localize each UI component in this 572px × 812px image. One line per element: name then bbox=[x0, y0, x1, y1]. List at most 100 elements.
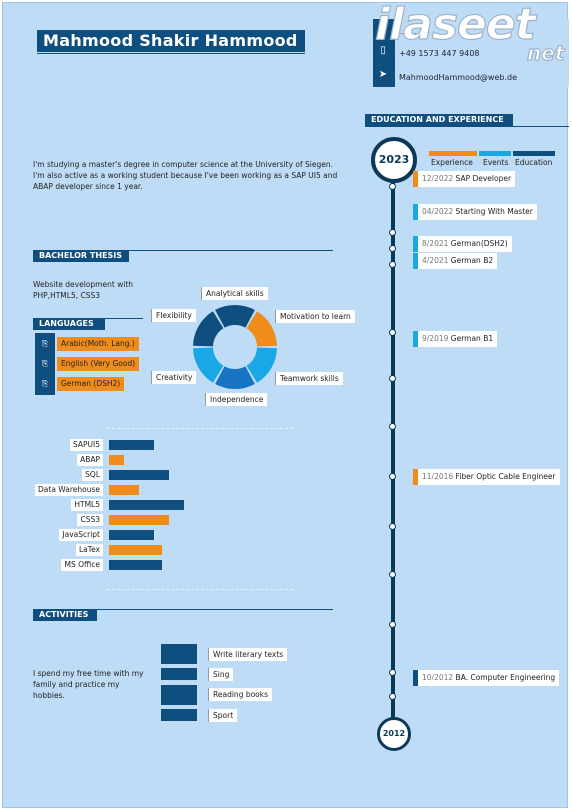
timeline-dot bbox=[389, 329, 396, 336]
legend-bar-events bbox=[479, 151, 511, 156]
contact-panel-inner bbox=[395, 19, 569, 87]
timeline-event: 04/2022 Starting With Master bbox=[418, 204, 537, 220]
language-icon: ⎘ bbox=[35, 356, 55, 372]
timeline-event-date: 04/2022 bbox=[422, 207, 456, 216]
timeline-event-marker bbox=[413, 469, 418, 485]
contact-email[interactable]: MahmoodHammood@web.de bbox=[399, 73, 517, 82]
skill-label: SQL bbox=[82, 469, 103, 481]
timeline-event-date: 8/2021 bbox=[422, 239, 451, 248]
thesis-rule bbox=[33, 250, 333, 251]
timeline-year-end: 2012 bbox=[377, 717, 411, 751]
soft-skill-label: Teamwork skills bbox=[275, 372, 343, 385]
watermark-logo-suffix: net bbox=[526, 40, 565, 65]
timeline-event-title: German B1 bbox=[450, 334, 494, 343]
legend-label: Experience bbox=[431, 158, 473, 167]
timeline-event: 12/2022 SAP Developer bbox=[418, 171, 516, 187]
timeline-dot bbox=[389, 229, 396, 236]
language-label: English (Very Good) bbox=[57, 357, 140, 371]
timeline-event-marker bbox=[413, 670, 418, 686]
language-label: Arabic(Moth. Lang.) bbox=[57, 337, 139, 351]
thesis-text: Website development with PHP,HTML5, CSS3 bbox=[33, 280, 134, 300]
activity-label: Sport bbox=[208, 709, 238, 722]
timeline-dot bbox=[389, 375, 396, 382]
timeline-title: EDUCATION AND EXPERIENCE bbox=[365, 114, 513, 126]
soft-skill-label: Independence bbox=[205, 393, 268, 406]
skills-chart: SAPUI5 ABAP SQL Data Warehouse HTML5 CSS3 Java… bbox=[23, 439, 203, 575]
timeline-axis bbox=[391, 153, 395, 733]
language-icon: ⎘ bbox=[35, 336, 55, 352]
timeline-dot bbox=[389, 523, 396, 530]
timeline-event: 8/2021 German(DSH2) bbox=[418, 236, 512, 252]
skill-label: CSS3 bbox=[77, 514, 103, 526]
contact-address: ... ... 56 bbox=[399, 27, 430, 36]
separator bbox=[107, 589, 293, 590]
timeline-dot bbox=[389, 621, 396, 628]
timeline-event-marker bbox=[413, 253, 418, 269]
skill-label: JavaScript bbox=[59, 529, 103, 541]
skill-bar bbox=[109, 485, 139, 495]
skill-label: ABAP bbox=[77, 454, 103, 466]
soft-skill-label: Motivation to learn bbox=[275, 310, 355, 323]
timeline-year-start: 2023 bbox=[371, 137, 417, 183]
skill-bar bbox=[109, 515, 169, 525]
timeline-dot bbox=[389, 669, 396, 676]
watermark-logo: ilaseet bbox=[374, 0, 536, 51]
timeline-event-title: SAP Developer bbox=[455, 174, 512, 183]
separator bbox=[107, 428, 293, 429]
name-underline bbox=[37, 53, 305, 54]
soft-skill-label: Creativity bbox=[151, 371, 197, 384]
skill-bar bbox=[109, 440, 154, 450]
cv-name: Mahmood Shakir Hammood bbox=[37, 30, 305, 52]
language-label: German (DSH2) bbox=[57, 377, 125, 391]
soft-skill-label: Flexibility bbox=[151, 309, 196, 322]
timeline-event: 11/2016 Fiber Optic Cable Engineer bbox=[418, 469, 560, 485]
timeline-event-date: 12/2022 bbox=[422, 174, 456, 183]
skill-label: MS Office bbox=[61, 559, 103, 571]
activity-block bbox=[161, 668, 197, 680]
timeline-event-title: Starting With Master bbox=[455, 207, 533, 216]
soft-skills-donut bbox=[193, 305, 277, 389]
activity-block bbox=[161, 644, 197, 664]
activity-label: Reading books bbox=[208, 688, 273, 701]
donut-segment bbox=[215, 366, 255, 389]
activities-text: I spend my free time with my family and … bbox=[33, 669, 144, 700]
donut-segment bbox=[193, 347, 224, 383]
activities-title: ACTIVITIES bbox=[33, 609, 97, 621]
contact-phone: +49 1573 447 9408 bbox=[399, 49, 480, 58]
skill-label: LaTex bbox=[75, 544, 103, 556]
timeline-event-date: 9/2019 bbox=[422, 334, 451, 343]
timeline-event-marker bbox=[413, 236, 418, 252]
timeline-dot bbox=[389, 473, 396, 480]
language-icon: ⎘ bbox=[35, 376, 55, 392]
timeline-event-marker bbox=[413, 331, 418, 347]
skill-bar bbox=[109, 560, 162, 570]
activities-rule bbox=[33, 609, 333, 610]
skill-label: Data Warehouse bbox=[35, 484, 103, 496]
timeline-event-marker bbox=[413, 171, 418, 187]
timeline-dot bbox=[389, 183, 396, 190]
timeline-event-title: BA. Computer Engineering bbox=[455, 673, 556, 682]
skill-label: SAPUI5 bbox=[69, 439, 103, 451]
timeline-event-date: 11/2016 bbox=[422, 472, 456, 481]
activity-block bbox=[161, 685, 197, 705]
activity-label: Sing bbox=[208, 668, 234, 681]
languages-rule bbox=[33, 318, 143, 319]
home-icon: ⌂ bbox=[379, 23, 387, 34]
intro-text: I'm studying a master's degree in comput… bbox=[33, 160, 338, 191]
skill-bar bbox=[109, 470, 169, 480]
timeline-event-title: Fiber Optic Cable Engineer bbox=[455, 472, 556, 481]
thesis-title: BACHELOR THESIS bbox=[33, 250, 129, 262]
timeline-rule bbox=[365, 126, 569, 127]
phone-icon: ▯ bbox=[380, 45, 386, 56]
skill-bar bbox=[109, 530, 154, 540]
legend-bar-education bbox=[513, 151, 555, 156]
legend-label: Education bbox=[515, 158, 553, 167]
soft-skill-label: Analytical skills bbox=[201, 287, 268, 300]
donut-segment bbox=[246, 311, 277, 347]
legend-bar-experience bbox=[429, 151, 477, 156]
languages-title: LANGUAGES bbox=[33, 318, 105, 330]
timeline-dot bbox=[389, 693, 396, 700]
donut-segment bbox=[193, 311, 224, 347]
timeline-event-date: 4/2021 bbox=[422, 256, 451, 265]
